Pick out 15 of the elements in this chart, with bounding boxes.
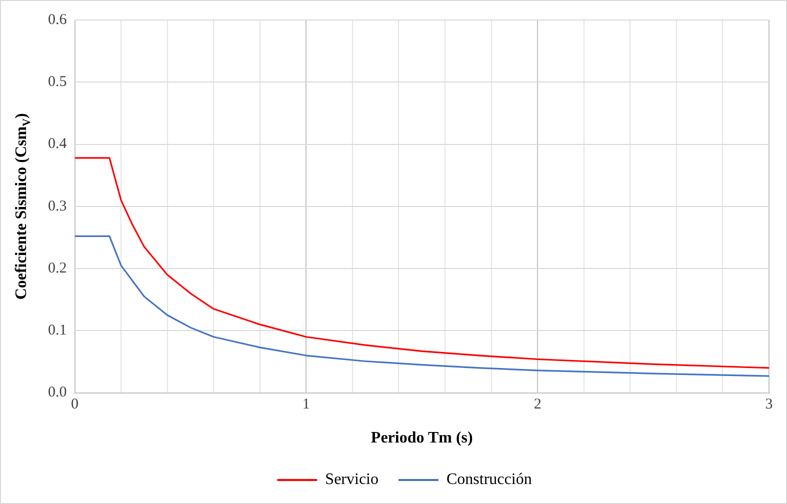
x-tick-label: 2	[534, 396, 542, 413]
y-tick-label: 0.3	[48, 198, 67, 214]
x-axis-title: Periodo Tm (s)	[370, 430, 473, 447]
y-tick-label: 0.1	[48, 322, 67, 339]
y-tick-label: 0.4	[48, 136, 68, 152]
legend-label: Servicio	[325, 471, 379, 488]
y-tick-label: 0.2	[48, 260, 67, 276]
legend-label: Construcción	[446, 471, 532, 488]
y-axis-title: Coeficiente Sismico (CsmV)	[13, 113, 33, 300]
y-tick-label: 0.0	[48, 384, 67, 401]
y-tick-label: 0.5	[48, 74, 67, 90]
x-tick-label: 3	[765, 396, 773, 413]
x-tick-label: 1	[302, 396, 310, 413]
x-tick-label: 0	[71, 396, 78, 413]
y-tick-label: 0.6	[48, 12, 68, 28]
